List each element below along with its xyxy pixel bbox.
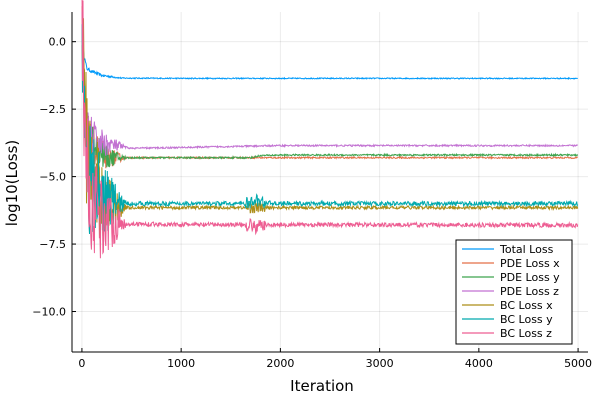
y-tick-label: −7.5 (39, 238, 66, 251)
series-line (81, 0, 579, 259)
axes: 0 1000 2000 3000 4000 5000 0.0 −2.5 −5.0 −7.5 −10.… (32, 12, 592, 370)
legend-label: Total Loss (499, 243, 554, 256)
y-axis-label: log10(Loss) (3, 140, 21, 227)
y-tick-label: −5.0 (39, 171, 66, 184)
y-tick-label: −10.0 (32, 306, 66, 319)
x-tick-label: 5000 (564, 357, 592, 370)
y-tick-label: 0.0 (49, 36, 67, 49)
legend-label: PDE Loss z (500, 285, 559, 298)
series-line (81, 25, 579, 168)
legend-box (455, 239, 573, 345)
series-line (81, 24, 578, 81)
plot-area (81, 0, 579, 259)
x-tick-label: 0 (78, 357, 85, 370)
legend-label: BC Loss x (500, 299, 553, 312)
series-line (81, 18, 579, 237)
legend-label: BC Loss y (500, 313, 553, 326)
legend-label: PDE Loss y (500, 271, 560, 284)
series-line (81, 6, 578, 169)
x-tick-label: 1000 (167, 357, 195, 370)
series-line (81, 24, 579, 235)
legend-label: PDE Loss x (500, 257, 560, 270)
legend-label: BC Loss z (500, 327, 552, 340)
x-tick-label: 4000 (465, 357, 493, 370)
x-axis-label: Iteration (290, 377, 354, 395)
x-tick-label: 3000 (366, 357, 394, 370)
y-tick-label: −2.5 (39, 103, 66, 116)
x-tick-label: 2000 (266, 357, 294, 370)
series-line (81, 11, 578, 156)
